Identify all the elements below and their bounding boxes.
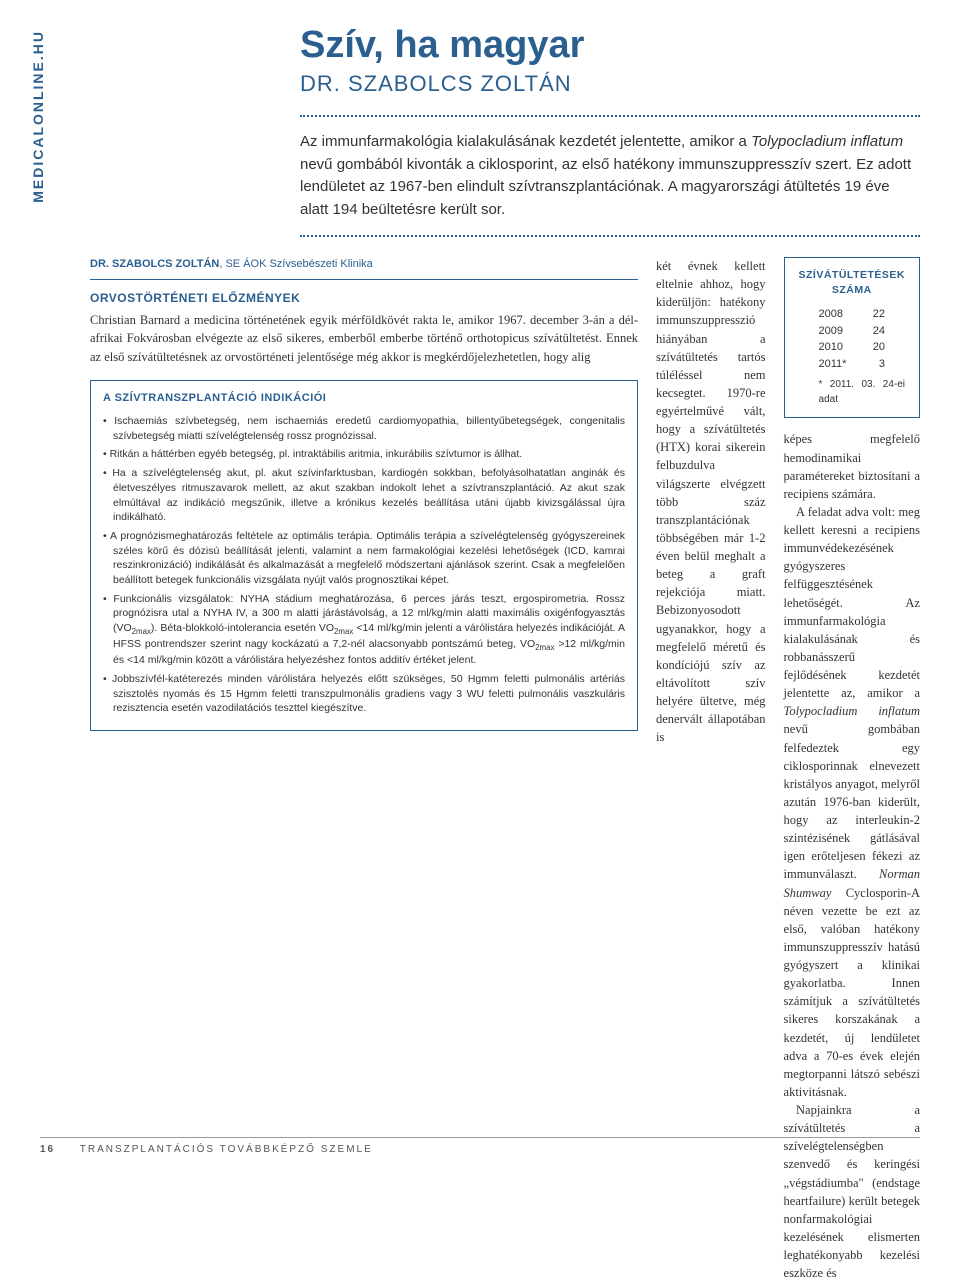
col1-body: Christian Barnard a medicina történeténe… <box>90 311 638 365</box>
stats-row: 201020 <box>799 339 905 356</box>
column-3: SZÍVÁTÜLTETÉSEK SZÁMA 200822200924201020… <box>784 257 920 1282</box>
lead-block: Az immunfarmakológia kialakulásának kezd… <box>300 115 920 237</box>
column-2: két évnek kellett eltelnie ahhoz, hogy k… <box>656 257 766 1282</box>
author-aff-text: , SE ÁOK Szívsebészeti Klinika <box>219 258 372 270</box>
indications-item: Jobbszívfél-katéterezés minden várólistá… <box>103 672 625 716</box>
stats-row: 200924 <box>799 323 905 340</box>
indications-box-title: A SZÍVTRANSZPLANTÁCIÓ INDIKÁCIÓI <box>103 391 625 406</box>
stats-title: SZÍVÁTÜLTETÉSEK SZÁMA <box>799 268 905 298</box>
section-heading-history: ORVOSTÖRTÉNETI ELŐZMÉNYEK <box>90 290 638 307</box>
author-divider <box>90 279 638 280</box>
page-footer: 16 TRANSZPLANTÁCIÓS TOVÁBBKÉPZŐ SZEMLE <box>40 1137 920 1155</box>
author-name-bold: DR. SZABOLCS ZOLTÁN <box>90 258 219 270</box>
stats-note: * 2011. 03. 24-ei adat <box>799 378 905 407</box>
indications-box: A SZÍVTRANSZPLANTÁCIÓ INDIKÁCIÓI Ischaem… <box>90 380 638 731</box>
indications-item: A prognózismeghatározás feltétele az opt… <box>103 529 625 588</box>
stats-rows: 2008222009242010202011*3 <box>799 306 905 372</box>
article-title: Szív, ha magyar <box>300 24 920 67</box>
publication-name: TRANSZPLANTÁCIÓS TOVÁBBKÉPZŐ SZEMLE <box>80 1144 373 1155</box>
indications-item: Ha a szívelégtelenség akut, pl. akut szí… <box>103 466 625 525</box>
stats-row: 2011*3 <box>799 356 905 373</box>
page-number: 16 <box>40 1144 55 1155</box>
indications-item: Ischaemiás szívbetegség, nem ischaemiás … <box>103 414 625 443</box>
sidebar-site-label: MEDICALONLINE.HU <box>30 30 46 203</box>
indications-item: Ritkán a háttérben egyéb betegség, pl. i… <box>103 447 625 462</box>
indications-item: Funkcionális vizsgálatok: NYHA stádium m… <box>103 592 625 668</box>
column-1: DR. SZABOLCS ZOLTÁN, SE ÁOK Szívsebészet… <box>90 257 638 1282</box>
indications-list: Ischaemiás szívbetegség, nem ischaemiás … <box>103 414 625 716</box>
stats-row: 200822 <box>799 306 905 323</box>
lead-text: Az immunfarmakológia kialakulásának kezd… <box>300 131 920 221</box>
body-columns: DR. SZABOLCS ZOLTÁN, SE ÁOK Szívsebészet… <box>90 257 920 1282</box>
col2-body: két évnek kellett eltelnie ahhoz, hogy k… <box>656 257 766 746</box>
stats-box: SZÍVÁTÜLTETÉSEK SZÁMA 200822200924201020… <box>784 257 920 418</box>
article-header: Szív, ha magyar DR. SZABOLCS ZOLTÁN <box>300 24 920 97</box>
article-author: DR. SZABOLCS ZOLTÁN <box>300 71 920 97</box>
author-affiliation: DR. SZABOLCS ZOLTÁN, SE ÁOK Szívsebészet… <box>90 257 638 273</box>
